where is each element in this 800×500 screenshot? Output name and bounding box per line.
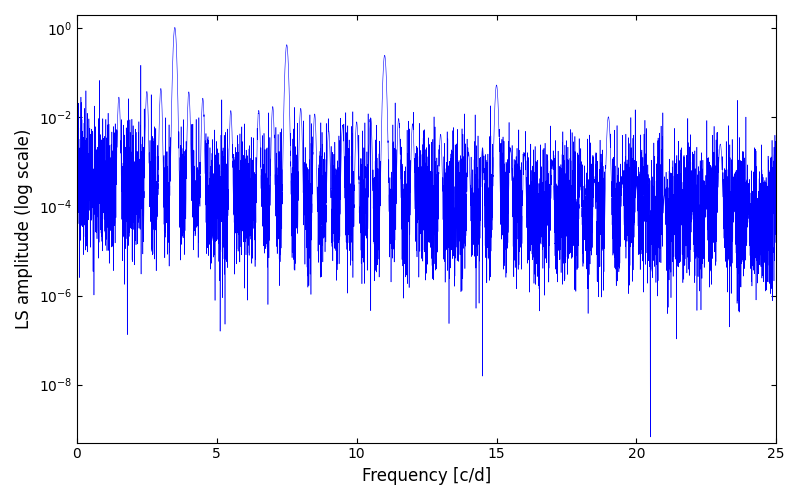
Y-axis label: LS amplitude (log scale): LS amplitude (log scale)	[15, 128, 33, 329]
X-axis label: Frequency [c/d]: Frequency [c/d]	[362, 467, 491, 485]
